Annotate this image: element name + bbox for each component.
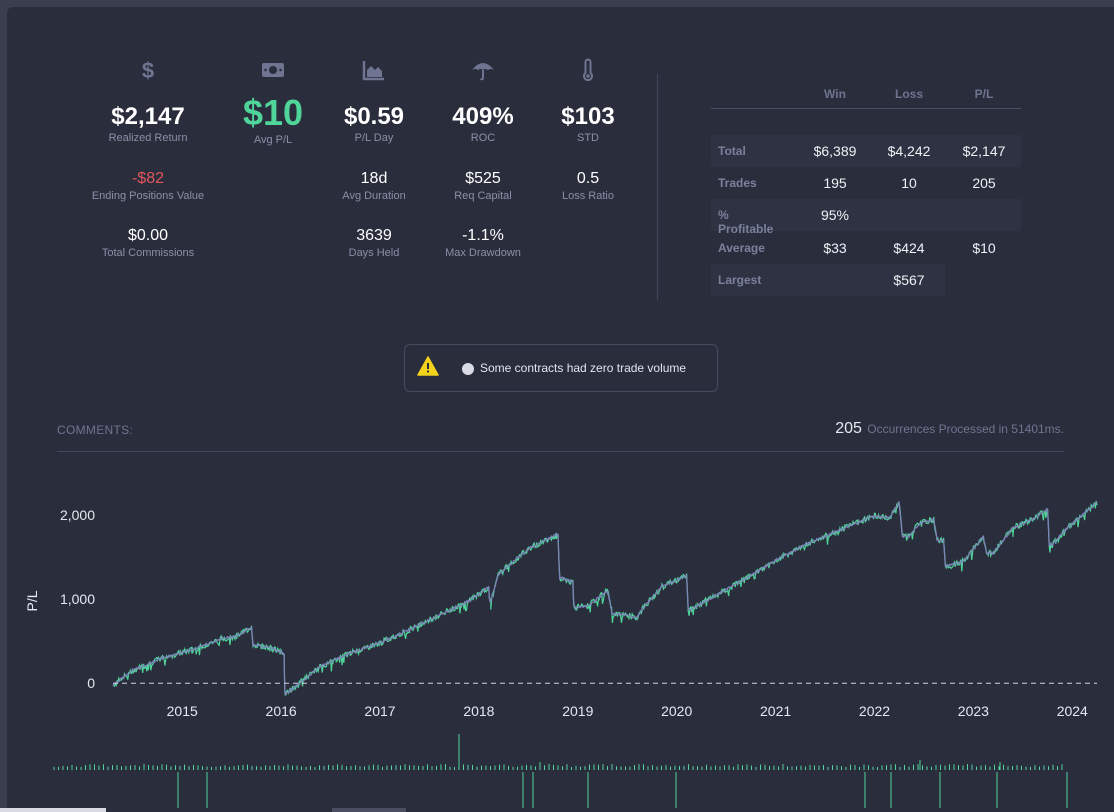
row-label: Trades xyxy=(718,176,757,190)
series-line-blue xyxy=(112,501,1098,697)
row-label: Total xyxy=(718,144,746,158)
x-tick-label: 2017 xyxy=(364,703,395,719)
cell-win: $33 xyxy=(823,240,847,256)
y-tick-label: 1,000 xyxy=(60,591,95,607)
total-commissions-label: Total Commissions xyxy=(101,247,195,259)
warning-icon xyxy=(417,356,439,381)
area-chart-icon xyxy=(362,58,386,82)
max-drawdown-label: Max Drawdown xyxy=(445,247,521,259)
pl-day-label: P/L Day xyxy=(354,132,394,144)
roc-stat: 409% ROC xyxy=(452,103,513,145)
x-tick-label: 2015 xyxy=(167,703,198,719)
row-label: Largest xyxy=(718,273,762,287)
thermometer-icon xyxy=(576,58,600,82)
cell-loss: 10 xyxy=(901,175,917,191)
series-line-green xyxy=(112,500,1098,696)
max-drawdown-value: -1.1% xyxy=(462,227,504,244)
y-tick-label: 2,000 xyxy=(60,507,95,523)
x-tick-label: 2022 xyxy=(859,703,890,719)
realized-return-label: Realized Return xyxy=(108,132,188,144)
cell-win: $6,389 xyxy=(813,143,857,159)
x-tick-label: 2023 xyxy=(958,703,989,719)
warning-text: Some contracts had zero trade volume xyxy=(480,361,687,375)
days-held-label: Days Held xyxy=(348,247,400,259)
y-tick-label: 0 xyxy=(87,675,95,691)
loss-ratio-value: 0.5 xyxy=(576,170,600,187)
cell-loss: $4,242 xyxy=(887,143,931,159)
header-underline xyxy=(711,108,1021,109)
svg-text:$: $ xyxy=(142,58,154,82)
max-drawdown-stat: -1.1% Max Drawdown xyxy=(445,226,521,260)
days-held-stat: 3639 Days Held xyxy=(349,226,400,260)
x-tick-label: 2019 xyxy=(562,703,593,719)
occurrences-info: 205 Occurrences Processed in 51401ms. xyxy=(835,420,1064,438)
ending-positions-stat: -$82 Ending Positions Value xyxy=(92,169,204,203)
vertical-divider xyxy=(657,74,658,300)
roc-value: 409% xyxy=(452,103,514,130)
scrollbar-thumb[interactable] xyxy=(0,808,106,812)
pl-day-stat: $0.59 P/L Day xyxy=(344,103,404,145)
header-pl: P/L xyxy=(974,87,994,101)
ending-positions-value: -$82 xyxy=(131,170,165,187)
pl-chart: 0 1,000 2,000 P/L 2015 2016 2017 2018 2019 2020 20… xyxy=(24,500,1098,808)
avg-pl-label: Avg P/L xyxy=(253,134,293,146)
x-tick-label: 2021 xyxy=(760,703,791,719)
cell-win: 95% xyxy=(820,207,850,223)
header-loss: Loss xyxy=(894,87,923,101)
realized-return-stat: $2,147 Realized Return xyxy=(109,103,188,145)
status-dot-icon xyxy=(462,363,474,375)
x-tick-label: 2018 xyxy=(463,703,494,719)
total-commissions-value: $0.00 xyxy=(127,227,169,244)
x-tick-label: 2020 xyxy=(661,703,692,719)
avg-duration-stat: 18d Avg Duration xyxy=(342,169,405,203)
comments-label: COMMENTS: xyxy=(57,423,134,437)
cell-win: 195 xyxy=(823,175,847,191)
scrollbar-segment[interactable] xyxy=(332,808,406,812)
warning-banner: Some contracts had zero trade volume xyxy=(404,344,718,392)
occurrences-text: Occurrences Processed in 51401ms. xyxy=(867,422,1064,436)
req-capital-value: $525 xyxy=(465,170,501,187)
money-icon xyxy=(261,58,285,82)
comments-divider xyxy=(57,451,1064,452)
cell-loss: $567 xyxy=(893,272,925,288)
pl-day-value: $0.59 xyxy=(343,103,405,130)
umbrella-icon xyxy=(471,58,495,82)
ending-positions-label: Ending Positions Value xyxy=(91,190,205,202)
avg-duration-value: 18d xyxy=(360,170,388,187)
occurrences-count: 205 xyxy=(835,420,862,437)
realized-return-value: $2,147 xyxy=(111,103,185,130)
req-capital-stat: $525 Req Capital xyxy=(454,169,511,203)
row-label: % Profitable xyxy=(718,208,774,236)
x-tick-label: 2024 xyxy=(1057,703,1088,719)
avg-pl-value: $10 xyxy=(242,92,304,133)
cell-pl: 205 xyxy=(972,175,996,191)
cell-pl: $10 xyxy=(972,240,996,256)
x-tick-label: 2016 xyxy=(266,703,297,719)
avg-duration-label: Avg Duration xyxy=(342,190,406,202)
loss-ratio-label: Loss Ratio xyxy=(562,190,614,202)
row-shade xyxy=(711,264,945,296)
loss-ratio-stat: 0.5 Loss Ratio xyxy=(562,169,614,203)
req-capital-label: Req Capital xyxy=(454,190,512,202)
std-label: STD xyxy=(576,132,599,144)
dollar-icon: $ xyxy=(136,58,160,82)
cell-loss: $424 xyxy=(893,240,925,256)
y-axis-label: P/L xyxy=(24,590,40,611)
row-label: Average xyxy=(718,241,765,255)
cell-pl: $2,147 xyxy=(962,143,1006,159)
header-win: Win xyxy=(824,87,846,101)
std-value: $103 xyxy=(561,103,615,130)
total-commissions-stat: $0.00 Total Commissions xyxy=(102,226,194,260)
days-held-value: 3639 xyxy=(356,227,392,244)
avg-pl-stat: $10 Avg P/L xyxy=(243,93,303,147)
std-stat: $103 STD xyxy=(561,103,614,145)
roc-label: ROC xyxy=(470,132,496,144)
row-shade xyxy=(711,135,1021,167)
row-shade xyxy=(711,199,1021,231)
